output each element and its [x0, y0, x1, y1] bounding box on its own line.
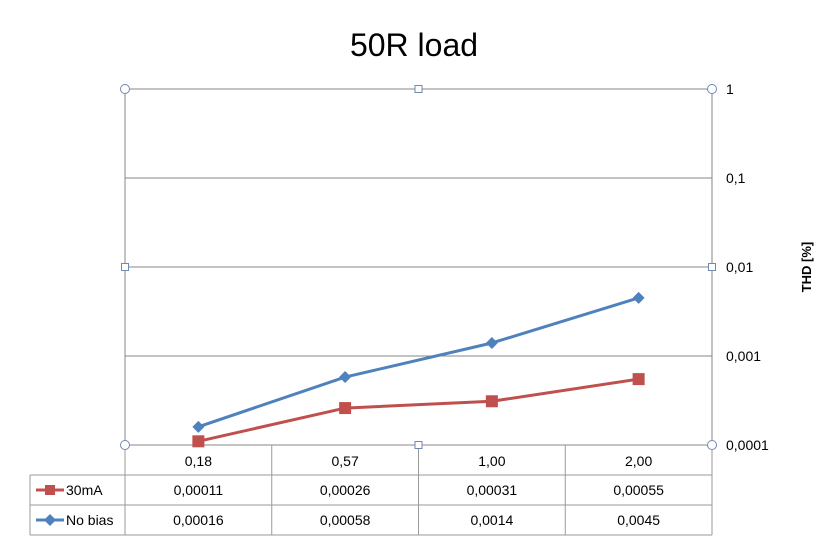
series-layer — [192, 291, 645, 448]
data-table-value: 0,00031 — [467, 482, 518, 498]
resize-handle-edge[interactable] — [121, 263, 129, 271]
data-point — [632, 291, 645, 304]
series-line — [198, 377, 639, 443]
data-point — [192, 420, 205, 433]
data-table-value: 0,00055 — [613, 482, 664, 498]
selection-handles[interactable] — [120, 84, 717, 450]
category-label: 0,18 — [185, 453, 212, 469]
series-line — [197, 296, 640, 429]
grid-lines — [125, 88, 712, 446]
y-tick-label: 0,01 — [726, 259, 753, 275]
data-table-value: 0,00011 — [174, 482, 224, 498]
data-table-value: 0,0045 — [617, 512, 660, 528]
legend-series-name: No bias — [66, 512, 113, 528]
y-axis-ticks: 1 0,1 0,01 0,001 0,0001 — [726, 81, 769, 453]
data-point — [485, 395, 498, 408]
y-tick-label: 0,0001 — [726, 437, 769, 453]
data-table-value: 0,0014 — [470, 512, 513, 528]
legend-key-marker — [45, 485, 55, 495]
chart-title: 50R load — [350, 27, 478, 63]
resize-handle-corner[interactable] — [707, 84, 717, 94]
resize-handle-edge[interactable] — [708, 263, 716, 271]
resize-handle-corner[interactable] — [120, 440, 130, 450]
data-point — [339, 371, 352, 384]
data-table: 0,18 0,57 1,00 2,00 30mA 0,00011 0,00026 0,0003… — [29, 445, 713, 536]
legend-key-marker — [44, 514, 56, 526]
y-tick-label: 0,001 — [726, 348, 761, 364]
y-tick-label: 1 — [726, 81, 734, 97]
legend-series-name: 30mA — [66, 482, 103, 498]
resize-handle-edge[interactable] — [414, 85, 423, 93]
data-point — [192, 435, 205, 448]
category-label: 2,00 — [625, 453, 652, 469]
category-label: 1,00 — [478, 453, 505, 469]
data-table-value: 0,00016 — [173, 512, 224, 528]
resize-handle-corner[interactable] — [120, 84, 130, 94]
data-point — [485, 336, 498, 349]
data-table-value: 0,00058 — [320, 512, 371, 528]
resize-handle-corner[interactable] — [707, 440, 717, 450]
category-label: 0,57 — [332, 453, 359, 469]
y-axis-label: THD [%] — [799, 242, 814, 293]
data-point — [632, 373, 645, 386]
data-point — [339, 402, 352, 415]
resize-handle-edge[interactable] — [414, 441, 423, 449]
data-table-value: 0,00026 — [320, 482, 371, 498]
y-tick-label: 0,1 — [726, 170, 746, 186]
